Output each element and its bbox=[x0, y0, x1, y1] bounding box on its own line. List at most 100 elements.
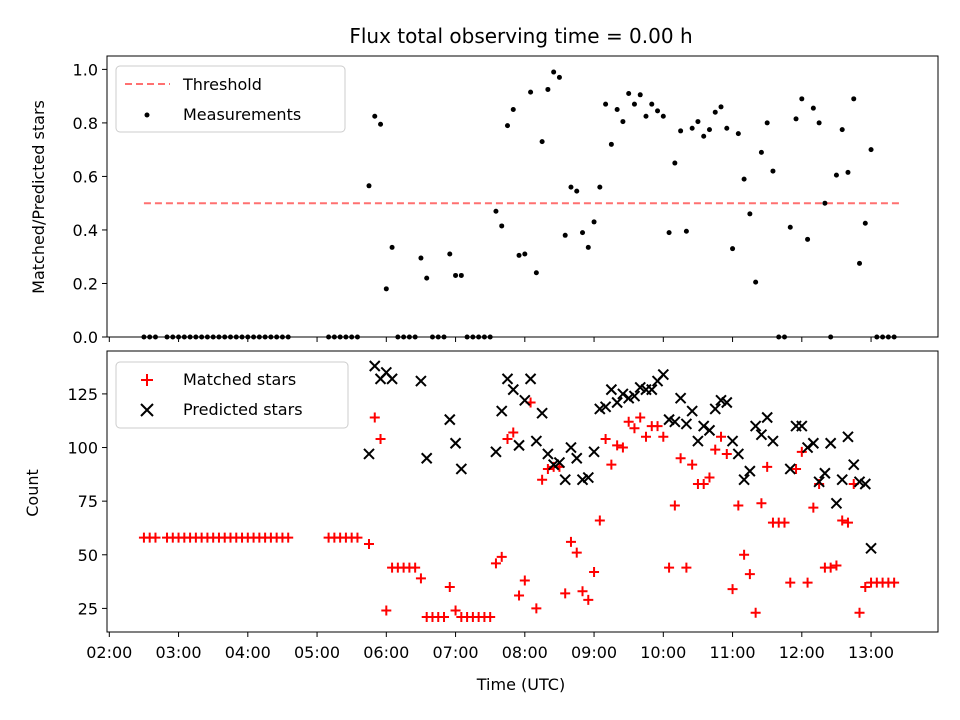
predicted-star-point bbox=[617, 388, 629, 400]
measurement-point bbox=[799, 96, 805, 102]
predicted-star-point bbox=[761, 411, 773, 424]
predicted-star-point bbox=[657, 368, 670, 381]
measurement-point bbox=[753, 279, 759, 285]
measurement-point bbox=[245, 334, 251, 340]
matched-star-point bbox=[791, 463, 802, 474]
matched-star-point bbox=[837, 515, 848, 526]
matched-star-point bbox=[577, 586, 588, 597]
measurement-point bbox=[857, 260, 863, 266]
matched-star-point bbox=[796, 446, 807, 457]
measurement-point bbox=[285, 334, 291, 340]
matched-star-point bbox=[415, 573, 426, 584]
matched-star-point bbox=[698, 478, 709, 489]
predicted-star-point bbox=[490, 446, 502, 458]
predicted-star-point bbox=[865, 542, 877, 555]
measurement-point bbox=[239, 334, 245, 340]
measurement-point bbox=[874, 334, 880, 340]
measurement-point bbox=[689, 125, 695, 131]
measurement-point bbox=[227, 334, 233, 340]
measurement-point bbox=[487, 334, 493, 340]
measurement-point bbox=[805, 236, 811, 242]
measurement-point bbox=[591, 219, 597, 225]
matched-star-point bbox=[450, 605, 461, 616]
bottom-y-tick-label: 25 bbox=[78, 599, 98, 618]
top-y-tick-label: 0.4 bbox=[73, 221, 98, 240]
measurement-point bbox=[608, 141, 614, 147]
predicted-star-point bbox=[732, 448, 745, 460]
matched-star-point bbox=[352, 532, 363, 543]
measurement-point bbox=[891, 334, 897, 340]
measurement-point bbox=[862, 220, 868, 226]
predicted-star-point bbox=[842, 431, 854, 443]
measurement-point bbox=[470, 334, 476, 340]
measurement-point bbox=[562, 232, 568, 238]
measurement-point bbox=[152, 334, 158, 340]
matched-star-point bbox=[369, 412, 380, 423]
x-tick-label: 02:00 bbox=[86, 643, 132, 662]
matched-star-point bbox=[842, 517, 853, 528]
measurement-point bbox=[678, 128, 684, 134]
measurement-point bbox=[395, 334, 401, 340]
measurement-point bbox=[464, 334, 470, 340]
x-tick-label: 05:00 bbox=[294, 643, 340, 662]
measurement-point bbox=[354, 334, 360, 340]
matched-star-point bbox=[785, 577, 796, 588]
measurement-point bbox=[781, 334, 787, 340]
matched-star-point bbox=[889, 577, 900, 588]
matched-star-point bbox=[439, 611, 450, 622]
measurement-point bbox=[522, 251, 528, 257]
measurement-point bbox=[251, 334, 257, 340]
measurement-point bbox=[164, 334, 170, 340]
legend-threshold-label: Threshold bbox=[182, 75, 262, 94]
measurement-point bbox=[828, 334, 834, 340]
x-tick-label: 06:00 bbox=[363, 643, 409, 662]
measurement-point bbox=[476, 334, 482, 340]
measurement-point bbox=[337, 334, 343, 340]
x-tick-label: 11:00 bbox=[710, 643, 756, 662]
predicted-star-point bbox=[449, 437, 462, 449]
predicted-star-point bbox=[721, 396, 733, 409]
predicted-star-point bbox=[530, 435, 543, 447]
top-legend: Threshold Measurements bbox=[115, 65, 346, 133]
matched-star-point bbox=[825, 562, 836, 573]
measurement-point bbox=[504, 123, 510, 129]
legend-matched-label: Matched stars bbox=[183, 370, 296, 389]
matched-star-point bbox=[565, 536, 576, 547]
predicted-star-point bbox=[859, 478, 871, 490]
predicted-star-point bbox=[796, 420, 808, 432]
matched-star-point bbox=[283, 532, 294, 543]
measurement-point bbox=[649, 101, 655, 107]
measurement-point bbox=[574, 188, 580, 194]
matched-star-point bbox=[750, 607, 761, 618]
predicted-star-point bbox=[444, 413, 456, 426]
predicted-star-point bbox=[830, 497, 843, 510]
matched-star-point bbox=[496, 551, 507, 562]
measurement-point bbox=[637, 92, 643, 98]
matched-star-point bbox=[652, 421, 663, 432]
predicted-star-point bbox=[507, 383, 519, 396]
measurement-point bbox=[141, 334, 147, 340]
legend-measurements-swatch bbox=[144, 112, 150, 118]
measurement-point bbox=[730, 246, 736, 252]
matched-star-point bbox=[606, 459, 617, 470]
measurement-point bbox=[539, 139, 545, 145]
measurement-point bbox=[268, 334, 274, 340]
predicted-star-point bbox=[536, 407, 548, 419]
bottom-legend: Matched stars Predicted stars bbox=[115, 361, 349, 429]
matched-star-point bbox=[802, 577, 813, 588]
matched-star-point bbox=[710, 444, 721, 455]
measurement-point bbox=[170, 334, 176, 340]
predicted-star-point bbox=[680, 418, 693, 430]
measurement-point bbox=[372, 113, 378, 119]
predicted-star-point bbox=[801, 441, 814, 454]
matched-star-point bbox=[502, 433, 513, 444]
measurement-point bbox=[528, 89, 534, 95]
predicted-star-point bbox=[496, 405, 508, 417]
x-tick-label: 04:00 bbox=[225, 643, 271, 662]
legend-predicted-label: Predicted stars bbox=[183, 400, 303, 419]
matched-star-point bbox=[514, 590, 525, 601]
matched-star-point bbox=[583, 594, 594, 605]
measurement-point bbox=[499, 223, 505, 229]
measurement-point bbox=[274, 334, 280, 340]
measurement-point bbox=[383, 286, 389, 292]
